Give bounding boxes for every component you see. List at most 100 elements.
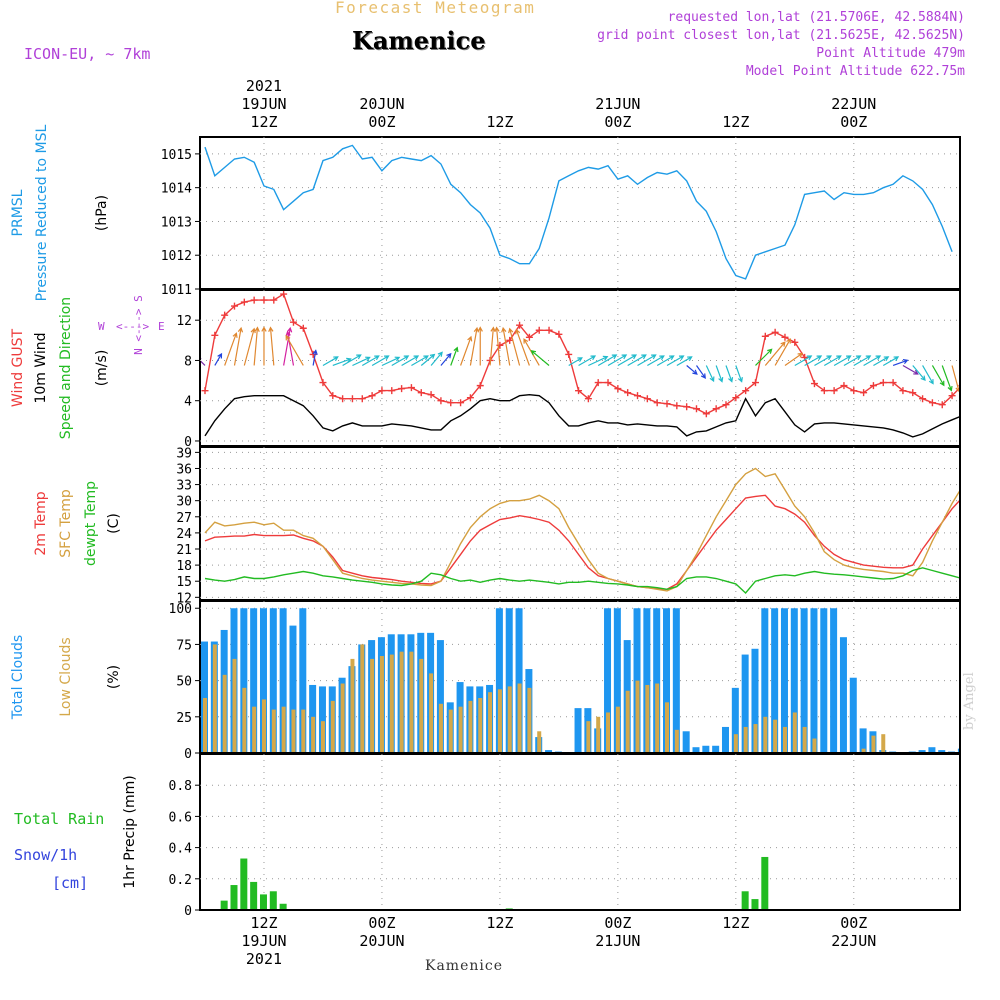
bar-low-clouds <box>792 712 797 752</box>
bar-total-clouds <box>672 608 680 752</box>
bottom-time-label: 19JUN <box>241 932 286 950</box>
wind-arrow <box>597 354 618 367</box>
wind-arrow <box>931 365 945 387</box>
point-wind-gust <box>575 387 583 395</box>
axis-label-low-clouds: Low Clouds <box>58 637 74 716</box>
axis-label-2m-temp: 2m Temp <box>33 491 49 555</box>
bar-total-clouds <box>731 687 739 752</box>
y-tick-label: 21 <box>176 543 192 558</box>
y-tick-label: 4 <box>184 395 192 410</box>
axis-label-1hr-precip-mm-: 1hr Precip (mm) <box>122 775 138 888</box>
bar-low-clouds <box>311 716 316 752</box>
wind-arrow <box>224 332 238 366</box>
wind-arrow <box>460 335 473 366</box>
point-wind-gust <box>830 387 838 395</box>
bar-total-rain <box>240 858 248 909</box>
point-wind-gust <box>850 387 858 395</box>
wind-arrow <box>411 355 429 367</box>
point-wind-gust <box>673 402 681 410</box>
panel-frame-temp <box>199 446 961 601</box>
axis-label--hpa-: (hPa) <box>94 195 110 231</box>
wind-arrow <box>912 365 926 381</box>
wind-arrow <box>784 352 804 366</box>
line-dewpt-temp <box>204 567 959 595</box>
bar-total-clouds <box>633 608 641 752</box>
bottom-time-label: 00Z <box>840 914 867 932</box>
bar-total-clouds <box>721 726 729 752</box>
point-wind-gust <box>722 401 730 409</box>
compass-rose: W <---> E N <---> S <box>98 295 165 355</box>
point-wind-gust <box>437 397 445 405</box>
line-wind-gust <box>204 292 959 415</box>
bar-low-clouds <box>242 687 247 752</box>
bar-low-clouds <box>478 697 483 752</box>
bar-total-clouds <box>604 608 612 752</box>
y-tick-label: 36 <box>176 462 192 477</box>
axis-label--: (%) <box>106 665 122 689</box>
panel-frame-wind <box>199 289 961 447</box>
point-wind-gust <box>211 331 219 339</box>
wind-arrow <box>853 355 872 367</box>
wind-arrow <box>755 348 773 366</box>
top-time-label: 22JUN <box>831 95 876 113</box>
bar-low-clouds <box>488 692 493 752</box>
point-wind-gust <box>339 395 347 403</box>
bar-low-clouds <box>596 716 601 752</box>
wind-arrow <box>735 365 743 383</box>
axis-label-total-clouds: Total Clouds <box>10 635 26 720</box>
y-tick-label: 0 <box>184 747 192 762</box>
bar-low-clouds <box>370 658 375 752</box>
bottom-time-label: 12Z <box>250 914 277 932</box>
bar-low-clouds <box>527 687 532 752</box>
model-point-altitude: Model Point Altitude 622.75m <box>745 64 965 79</box>
point-wind-gust <box>348 395 356 403</box>
wind-arrow <box>647 355 665 367</box>
wind-arrow <box>774 338 791 366</box>
point-wind-gust <box>299 324 307 332</box>
grid-point-coordinates: grid point closest lon,lat (21.5625E, 42… <box>597 28 965 43</box>
line-10m-wind <box>204 393 959 438</box>
y-tick-label: 0.2 <box>169 873 192 888</box>
point-wind-gust <box>909 389 917 397</box>
wind-arrow <box>352 356 371 367</box>
wind-arrow <box>951 365 959 393</box>
bar-total-clouds <box>289 625 297 752</box>
y-tick-label: 0 <box>184 904 192 919</box>
top-time-label: 00Z <box>840 113 867 131</box>
bar-low-clouds <box>743 726 748 752</box>
compass-ew-arrow: <---> <box>116 320 149 333</box>
point-wind-gust <box>457 399 465 407</box>
point-wind-gust <box>742 387 750 395</box>
point-wind-gust <box>683 403 691 411</box>
wind-arrow <box>833 355 852 367</box>
bar-total-clouds <box>928 747 936 752</box>
point-wind-gust <box>358 395 366 403</box>
point-wind-gust <box>820 387 828 395</box>
y-tick-label: 75 <box>176 638 192 653</box>
bar-low-clouds <box>301 709 306 752</box>
y-tick-label: 25 <box>176 711 192 726</box>
bar-total-clouds <box>515 608 523 752</box>
bar-low-clouds <box>753 724 758 752</box>
axis-label--m-s-: (m/s) <box>94 350 110 387</box>
wind-arrow <box>863 355 882 367</box>
wind-arrow <box>922 365 934 385</box>
point-wind-gust <box>240 298 248 306</box>
wind-arrow <box>489 326 496 366</box>
plot-area-wind <box>201 291 959 438</box>
point-wind-gust <box>476 382 484 390</box>
bar-low-clouds <box>399 651 404 752</box>
bar-low-clouds <box>782 726 787 752</box>
bar-total-clouds <box>741 654 749 752</box>
bar-total-clouds <box>682 731 690 752</box>
bar-total-clouds <box>859 728 867 752</box>
bar-total-clouds <box>761 608 769 752</box>
wind-arrow <box>450 346 459 366</box>
bar-low-clouds <box>733 734 738 752</box>
bottom-time-label: 12Z <box>486 914 513 932</box>
point-wind-gust <box>663 400 671 408</box>
line-sfc-temp <box>204 467 959 592</box>
wind-arrow <box>253 326 260 366</box>
point-wind-gust <box>693 405 700 413</box>
